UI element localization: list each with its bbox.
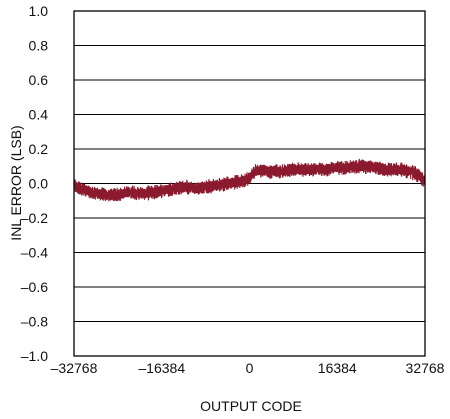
y-tick-label: –0.4 xyxy=(21,245,48,261)
x-tick-label: 32768 xyxy=(406,360,445,376)
x-tick-label: 16384 xyxy=(318,360,357,376)
series-line xyxy=(73,158,426,202)
y-tick-label: –0.6 xyxy=(21,279,48,295)
y-tick-label: 0.2 xyxy=(29,141,49,157)
x-axis-title: OUTPUT CODE xyxy=(200,398,302,414)
x-tick-labels: –32768 –16384 0 16384 32768 xyxy=(51,360,445,376)
y-tick-label: 0.0 xyxy=(29,176,49,192)
y-tick-label: 0.4 xyxy=(29,107,49,123)
y-tick-label: –1.0 xyxy=(21,348,48,364)
y-axis-title: INL ERROR (LSB) xyxy=(8,125,24,240)
grid-lines xyxy=(74,45,425,322)
series-group xyxy=(73,158,426,202)
x-tick-label: –16384 xyxy=(138,360,185,376)
plot-frame xyxy=(73,10,426,357)
y-tick-label: 1.0 xyxy=(29,3,49,19)
y-tick-label: –0.8 xyxy=(21,314,48,330)
y-tick-label: 0.6 xyxy=(29,72,49,88)
y-tick-label: 0.8 xyxy=(29,38,49,54)
x-tick-label: –32768 xyxy=(51,360,98,376)
x-tick-label: 0 xyxy=(246,360,254,376)
y-tick-label: –0.2 xyxy=(21,210,48,226)
y-tick-labels: 1.0 0.8 0.6 0.4 0.2 0.0 –0.2 –0.4 –0.6 –0.8 –1.0 xyxy=(21,3,48,364)
